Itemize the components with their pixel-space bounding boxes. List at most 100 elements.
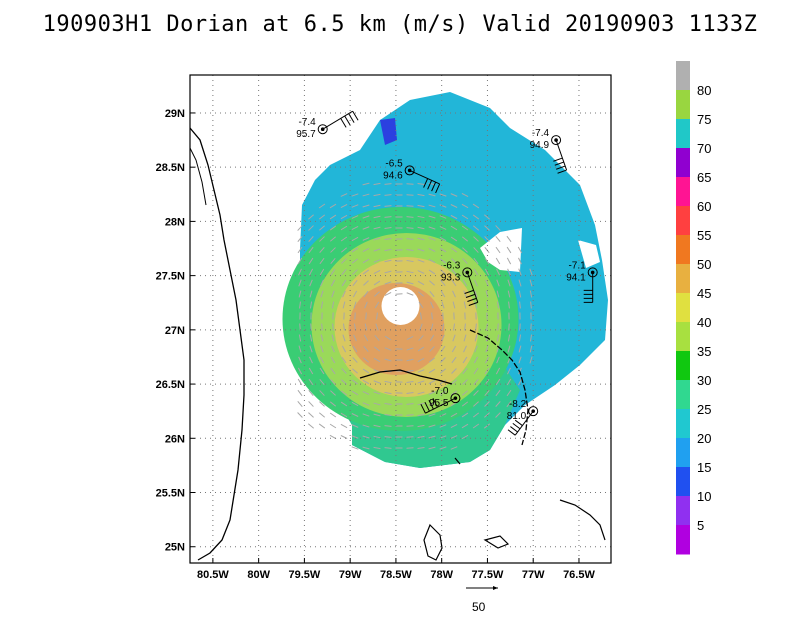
lon-tick-label: 78W [430, 569, 453, 581]
berry-islands [483, 535, 510, 549]
wind-vector [484, 225, 490, 231]
wind-vector [406, 403, 414, 405]
wind-vector [351, 193, 359, 197]
wind-vector [495, 389, 501, 397]
wind-vector [428, 357, 436, 363]
wind-vector [341, 368, 347, 374]
wind-vector [351, 413, 359, 417]
dropsonde-temperature: -7.4 [298, 117, 316, 128]
wind-vector [375, 323, 379, 331]
wind-vector [320, 334, 324, 342]
wind-vector [484, 367, 490, 375]
wind-vector [406, 238, 414, 240]
wind-vector [297, 246, 303, 254]
colorbar-segment [676, 293, 690, 323]
wind-field [282, 92, 608, 468]
wind-vector [484, 268, 490, 276]
wind-vector [373, 391, 381, 395]
wind-vector [309, 356, 313, 364]
andros-island [423, 523, 443, 561]
wind-vector [309, 301, 313, 309]
wind-vector [406, 227, 414, 229]
wind-vector [519, 301, 521, 309]
wind-vector [351, 204, 359, 208]
colorbar-segment [676, 525, 690, 555]
wind-barb-flag [431, 181, 437, 192]
wind-vector [363, 334, 369, 342]
wind-vector [320, 301, 324, 309]
dropsonde-pressure: 95.7 [296, 129, 316, 140]
wind-vector [507, 345, 511, 353]
wind-vector [462, 367, 468, 375]
wind-vector [429, 290, 435, 298]
wind-vector [417, 280, 425, 286]
wind-vector [384, 183, 392, 185]
wind-vector [362, 379, 370, 385]
colorbar-label: 70 [697, 141, 711, 156]
wind-vector [363, 290, 369, 298]
wind-barb-flag [427, 180, 433, 190]
wind-barb-flag [465, 293, 476, 298]
wind-vector [308, 378, 314, 386]
wind-vector [341, 279, 347, 287]
wind-vector [340, 193, 348, 197]
wind-vector [352, 269, 358, 275]
wind-vector [507, 367, 511, 375]
wind-vector [484, 401, 490, 407]
wind-vector [352, 279, 358, 287]
wind-barb-flag [424, 401, 430, 412]
wind-vector [362, 247, 370, 253]
wind-vector [308, 367, 314, 375]
wind-vector [429, 280, 435, 286]
wind-vector [419, 312, 423, 320]
wind-vector [353, 323, 357, 331]
wind-vector [374, 291, 380, 297]
wind-vector [320, 279, 324, 287]
wind-vector [384, 237, 392, 241]
wind-vector [329, 225, 337, 231]
wind-vector [373, 237, 381, 241]
wind-vector [417, 402, 425, 406]
wind-vector [373, 269, 381, 275]
wind-vector [351, 390, 359, 396]
wind-vector [441, 301, 445, 309]
wind-vector [298, 268, 302, 276]
wind-vector [473, 247, 479, 253]
wind-vector [351, 247, 359, 253]
dropsonde-6: -7.095.5 [420, 386, 461, 414]
wind-vector [319, 225, 325, 231]
wind-vector [463, 290, 467, 298]
wind-vector [463, 334, 467, 342]
lat-tick-label: 27N [165, 325, 185, 337]
wind-vector [331, 345, 335, 353]
wind-vector [373, 182, 381, 186]
wind-vector [518, 257, 522, 265]
data-gap-east [480, 228, 522, 272]
dropsonde-temperature: -7.1 [568, 260, 586, 271]
wind-vector [461, 214, 469, 220]
wind-vector [486, 323, 488, 331]
dropsonde-marker [450, 393, 461, 404]
wind-vector [473, 356, 479, 364]
dropsonde-pressure: 94.1 [566, 272, 586, 283]
colorbar-label: 20 [697, 431, 711, 446]
dropsonde-pressure: 94.9 [530, 140, 550, 151]
wind-vector [329, 412, 337, 418]
wind-vector [297, 257, 303, 265]
wind-vector [362, 435, 370, 439]
wind-vector [506, 400, 512, 408]
wind-vector [472, 412, 480, 418]
wind-vector [353, 301, 357, 309]
wind-vector [428, 248, 436, 252]
wind-vector [451, 279, 457, 287]
dropsonde-temperature: -8.2 [509, 399, 527, 410]
colorbar-segment [676, 322, 690, 352]
wind-vector [428, 402, 436, 406]
wind-barb-staff [514, 410, 534, 436]
wind-vector [428, 226, 436, 230]
wind-vector [463, 345, 467, 353]
wind-barb-flag [468, 301, 478, 306]
wind-vector [450, 225, 458, 231]
wind-vector [406, 259, 414, 263]
lon-tick-label: 79W [339, 569, 362, 581]
